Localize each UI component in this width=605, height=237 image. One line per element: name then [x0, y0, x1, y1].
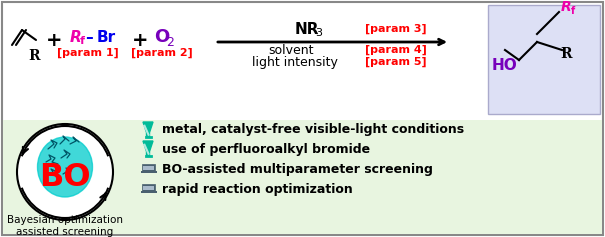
Text: f: f [571, 6, 575, 16]
Polygon shape [143, 122, 153, 137]
Circle shape [17, 124, 113, 220]
Text: f: f [80, 36, 85, 46]
Text: R: R [70, 29, 82, 45]
Text: [param 4]: [param 4] [365, 45, 427, 55]
Text: +: + [46, 31, 62, 50]
Text: BO-assisted multiparameter screening: BO-assisted multiparameter screening [162, 163, 433, 176]
FancyBboxPatch shape [142, 164, 155, 171]
Text: O: O [154, 28, 169, 46]
Text: Bayesian optimization
assisted screening: Bayesian optimization assisted screening [7, 215, 123, 237]
Text: rapid reaction optimization: rapid reaction optimization [162, 182, 353, 196]
FancyBboxPatch shape [142, 184, 155, 191]
Text: +: + [132, 31, 148, 50]
Text: R: R [28, 49, 40, 63]
Text: [param 2]: [param 2] [131, 48, 193, 58]
Text: 2: 2 [166, 36, 174, 49]
Text: [param 5]: [param 5] [365, 57, 427, 67]
Text: metal, catalyst-free visible-light conditions: metal, catalyst-free visible-light condi… [162, 123, 464, 137]
Text: HO: HO [492, 58, 518, 73]
FancyBboxPatch shape [140, 171, 157, 173]
Ellipse shape [38, 137, 93, 197]
Text: Br: Br [97, 29, 116, 45]
Text: 3: 3 [315, 28, 322, 38]
FancyBboxPatch shape [143, 166, 154, 170]
FancyBboxPatch shape [3, 120, 602, 234]
FancyBboxPatch shape [143, 186, 154, 190]
FancyBboxPatch shape [2, 2, 603, 235]
Text: NR: NR [295, 22, 319, 36]
FancyBboxPatch shape [488, 5, 600, 114]
Polygon shape [143, 141, 153, 156]
Text: R: R [560, 47, 572, 61]
Text: BO: BO [39, 163, 91, 193]
Text: [param 1]: [param 1] [57, 48, 119, 58]
Text: –: – [85, 29, 93, 45]
Text: solvent: solvent [268, 44, 313, 56]
Text: use of perfluoroalkyl bromide: use of perfluoroalkyl bromide [162, 142, 370, 155]
Text: light intensity: light intensity [252, 55, 338, 68]
Text: [param 3]: [param 3] [365, 24, 427, 34]
Text: R: R [561, 0, 572, 14]
FancyBboxPatch shape [140, 191, 157, 193]
